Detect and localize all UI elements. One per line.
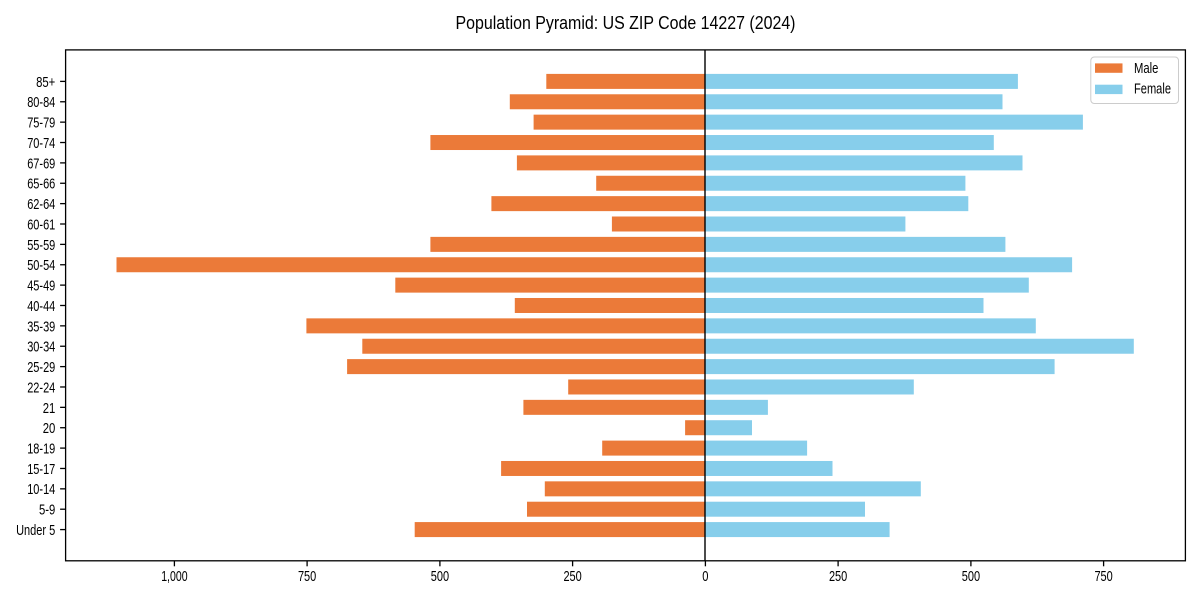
svg-text:65-66: 65-66 (27, 176, 55, 193)
svg-text:1,000: 1,000 (161, 568, 187, 585)
svg-text:5-9: 5-9 (39, 502, 55, 519)
svg-text:Female: Female (1134, 80, 1171, 97)
svg-text:35-39: 35-39 (27, 318, 55, 335)
svg-text:55-59: 55-59 (27, 237, 55, 254)
svg-text:85+: 85+ (36, 74, 55, 91)
svg-text:18-19: 18-19 (27, 441, 55, 458)
svg-text:250: 250 (829, 568, 847, 585)
svg-text:60-61: 60-61 (27, 216, 55, 233)
svg-text:10-14: 10-14 (27, 481, 55, 498)
svg-text:50-54: 50-54 (27, 257, 55, 274)
svg-text:250: 250 (563, 568, 581, 585)
svg-text:21: 21 (43, 400, 56, 417)
svg-text:15-17: 15-17 (27, 461, 55, 478)
svg-text:500: 500 (431, 568, 449, 585)
svg-text:500: 500 (962, 568, 980, 585)
svg-text:22-24: 22-24 (27, 379, 55, 396)
svg-text:20: 20 (43, 420, 56, 437)
svg-text:Under 5: Under 5 (16, 522, 55, 539)
svg-text:Male: Male (1134, 60, 1158, 77)
svg-text:40-44: 40-44 (27, 298, 55, 315)
svg-text:75-79: 75-79 (27, 115, 55, 132)
svg-text:62-64: 62-64 (27, 196, 55, 213)
svg-text:Population Pyramid: US ZIP Cod: Population Pyramid: US ZIP Code 14227 (2… (456, 12, 796, 33)
svg-text:80-84: 80-84 (27, 94, 55, 111)
svg-text:0: 0 (702, 568, 708, 585)
svg-text:750: 750 (1094, 568, 1112, 585)
svg-text:25-29: 25-29 (27, 359, 55, 376)
svg-text:45-49: 45-49 (27, 278, 55, 295)
svg-text:30-34: 30-34 (27, 339, 55, 356)
svg-text:750: 750 (298, 568, 316, 585)
svg-text:70-74: 70-74 (27, 135, 55, 152)
svg-text:67-69: 67-69 (27, 155, 55, 172)
